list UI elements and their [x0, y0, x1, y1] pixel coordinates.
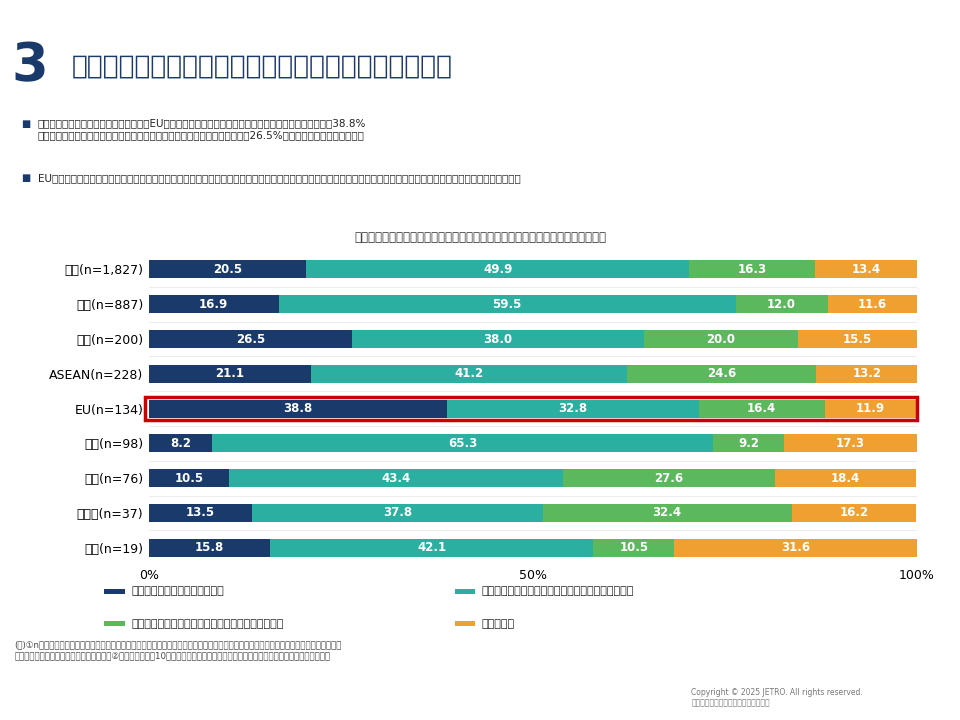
Bar: [563, 469, 775, 487]
Bar: [689, 261, 815, 279]
Text: 3: 3: [12, 40, 48, 93]
Bar: [775, 469, 916, 487]
Bar: [149, 434, 212, 452]
Text: 17.3: 17.3: [836, 437, 865, 450]
Bar: [825, 400, 916, 418]
Text: Copyright © 2025 JETRO. All rights reserved.
ジェトロ作成、無断転載・転用を禁ず: Copyright © 2025 JETRO. All rights reser…: [691, 688, 863, 707]
Text: 10.5: 10.5: [619, 541, 648, 554]
Bar: [816, 365, 918, 383]
Bar: [699, 400, 825, 418]
Text: 9.2: 9.2: [738, 437, 759, 450]
Bar: [627, 365, 816, 383]
Text: すでに調達に影響が生じている: すでに調達に影響が生じている: [132, 586, 224, 596]
Bar: [278, 295, 735, 313]
Text: 16.3: 16.3: [737, 263, 767, 276]
Text: EUからの調達ではスエズ運河の通航制限による納期遅れの長期化、米国からの調達ではトランプ新政権下における「米国第一」による供給混乱への憸念の声が聞かれた。: EUからの調達ではスエズ運河の通航制限による納期遅れの長期化、米国からの調達では…: [37, 174, 520, 184]
Text: 38.0: 38.0: [484, 333, 513, 346]
Text: 12.0: 12.0: [767, 297, 796, 311]
Text: ■: ■: [21, 119, 30, 129]
Text: 8.2: 8.2: [170, 437, 191, 450]
Text: 18.4: 18.4: [830, 472, 860, 485]
Bar: [542, 504, 792, 522]
Bar: [815, 261, 918, 279]
Bar: [306, 261, 689, 279]
Text: 16.4: 16.4: [747, 402, 777, 415]
Bar: [212, 434, 713, 452]
Bar: [311, 365, 627, 383]
Text: 20.5: 20.5: [213, 263, 242, 276]
Bar: [270, 539, 593, 557]
Text: 65.3: 65.3: [448, 437, 477, 450]
Bar: [104, 589, 125, 594]
Text: 欧米からの調達、地政学リスクの影響が大きい傾向に: 欧米からの調達、地政学リスクの影響が大きい傾向に: [72, 53, 453, 80]
Bar: [149, 261, 306, 279]
Text: 17: 17: [910, 688, 938, 707]
Text: 24.6: 24.6: [708, 367, 736, 380]
Bar: [149, 365, 311, 383]
Text: 49.9: 49.9: [483, 263, 513, 276]
Text: 26.5: 26.5: [236, 333, 265, 346]
Text: 41.2: 41.2: [454, 367, 484, 380]
Text: 43.4: 43.4: [381, 472, 411, 485]
Text: 37.8: 37.8: [383, 506, 412, 520]
Text: 31.6: 31.6: [780, 541, 810, 554]
Bar: [446, 400, 699, 418]
Text: 20.0: 20.0: [707, 333, 735, 346]
Bar: [252, 504, 542, 522]
Text: 現在調達に影響はないが、今後の影響への憸念あり: 現在調達に影響はないが、今後の影響への憸念あり: [482, 586, 635, 596]
Text: 16.2: 16.2: [839, 506, 869, 520]
Text: 現在調達に影響はなく、今後の影響への憸念もなし: 現在調達に影響はなく、今後の影響への憸念もなし: [132, 618, 283, 629]
Bar: [644, 330, 798, 348]
Text: 10.5: 10.5: [175, 472, 204, 485]
Text: 27.6: 27.6: [654, 472, 684, 485]
Bar: [229, 469, 563, 487]
Text: Ⅱ.地政学リスクとサプライチェーン: Ⅱ.地政学リスクとサプライチェーン: [12, 11, 113, 21]
Bar: [713, 434, 784, 452]
Bar: [145, 397, 917, 420]
Text: 主要原材料・部品の海外調達について、EUからの調達が最も多い（金額ベース）と答えた企業のうち、38.8%
が「すでに調達に影響が生じている」と回答。米国と答えた: 主要原材料・部品の海外調達について、EUからの調達が最も多い（金額ベース）と答え…: [37, 119, 366, 140]
Bar: [352, 330, 644, 348]
Text: 42.1: 42.1: [418, 541, 446, 554]
Text: 地政学リスクの高まりによる最大の海外調達先からの調達への影響（調達先別）: 地政学リスクの高まりによる最大の海外調達先からの調達への影響（調達先別）: [354, 231, 606, 244]
Bar: [455, 621, 475, 626]
Bar: [593, 539, 674, 557]
Bar: [104, 621, 125, 626]
Bar: [149, 469, 229, 487]
Bar: [784, 434, 917, 452]
Text: ■: ■: [21, 174, 30, 184]
Text: 11.6: 11.6: [857, 297, 887, 311]
Text: 32.8: 32.8: [558, 402, 588, 415]
Text: 16.9: 16.9: [199, 297, 228, 311]
Text: 15.8: 15.8: [195, 541, 224, 554]
Bar: [149, 295, 278, 313]
Text: 15.5: 15.5: [843, 333, 872, 346]
Bar: [455, 589, 475, 594]
Bar: [149, 504, 252, 522]
Bar: [674, 539, 917, 557]
Bar: [792, 504, 916, 522]
Text: わからない: わからない: [482, 618, 516, 629]
Bar: [149, 539, 270, 557]
Text: 13.4: 13.4: [852, 263, 880, 276]
Text: 11.9: 11.9: [855, 402, 885, 415]
Bar: [149, 330, 352, 348]
Text: 32.4: 32.4: [653, 506, 682, 520]
Text: 13.2: 13.2: [852, 367, 881, 380]
Bar: [735, 295, 828, 313]
Text: 59.5: 59.5: [492, 297, 521, 311]
Bar: [149, 400, 446, 418]
Bar: [828, 295, 917, 313]
Bar: [798, 330, 917, 348]
Text: 21.1: 21.1: [215, 367, 245, 380]
Text: 13.5: 13.5: [186, 506, 215, 520]
Text: (注)①nは無回答を除く。主力製品・サービスにとって必要不可欠な主要原材料・部品における最大の海外調達先（金額ベース）を回答した
企業（海外調達を行っている企業: (注)①nは無回答を除く。主力製品・サービスにとって必要不可欠な主要原材料・部品…: [14, 641, 342, 660]
Text: 38.8: 38.8: [283, 402, 312, 415]
